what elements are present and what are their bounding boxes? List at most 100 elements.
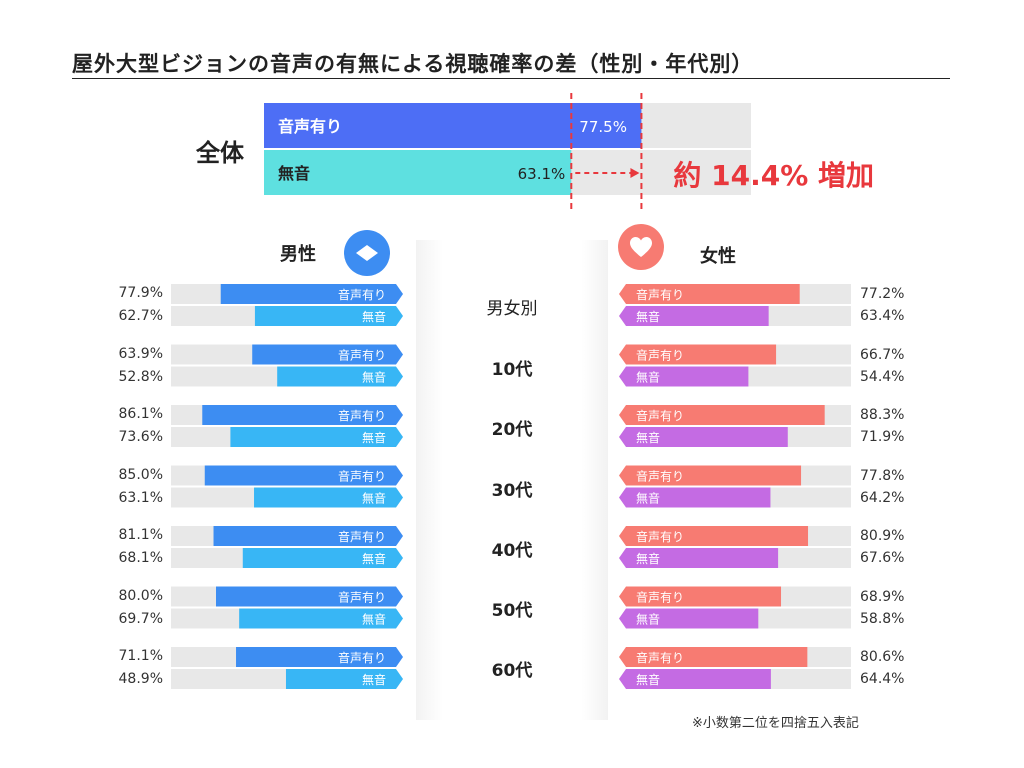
male-value-silent-6: 48.9%: [118, 671, 163, 687]
male-bar-name-sound-1: 音声有り: [338, 348, 386, 363]
female-arrow-silent-1: [619, 366, 626, 387]
female-bar-silent-6: [626, 669, 771, 689]
age-label-50s: 50代: [491, 601, 533, 621]
diamond-icon: [356, 245, 378, 261]
female-value-silent-0: 63.4%: [860, 308, 905, 324]
female-bar-silent-2: [626, 427, 788, 447]
male-value-sound-4: 81.1%: [118, 527, 163, 543]
male-bar-silent-0: [254, 306, 396, 326]
female-value-silent-3: 64.2%: [860, 489, 905, 506]
female-icon: [618, 224, 664, 270]
female-bar-name-sound-0: 音声有り: [636, 287, 684, 302]
female-bar-name-sound-4: 音声有り: [636, 529, 684, 544]
female-bar-name-silent-5: 無音: [636, 612, 660, 627]
female-bar-name-silent-0: 無音: [636, 309, 660, 324]
male-arrow-silent-4: [396, 548, 403, 568]
chart-title: 屋外大型ビジョンの音声の有無による視聴確率の差（性別・年代別）: [72, 52, 754, 76]
overall-value-silent: 63.1%: [518, 165, 566, 183]
male-bar-silent-4: [242, 548, 396, 568]
female-bar-name-sound-3: 音声有り: [636, 469, 684, 484]
overall-value-with-sound: 77.5%: [579, 118, 627, 136]
female-bar-sound-6: [626, 647, 808, 667]
male-arrow-sound-5: [396, 586, 403, 607]
overall-label: 全体: [196, 139, 244, 167]
female-bar-sound-5: [626, 586, 782, 607]
female-value-sound-6: 80.6%: [860, 649, 905, 665]
female-value-sound-3: 77.8%: [860, 467, 905, 484]
male-value-sound-1: 63.9%: [118, 345, 163, 362]
male-bar-name-silent-2: 無音: [362, 430, 386, 445]
female-arrow-sound-6: [619, 647, 626, 667]
female-value-silent-6: 64.4%: [860, 671, 905, 687]
male-value-sound-6: 71.1%: [118, 648, 163, 664]
male-value-sound-2: 86.1%: [118, 406, 163, 422]
heart-icon: [630, 237, 652, 257]
male-arrow-sound-1: [396, 344, 403, 365]
male-bar-name-silent-1: 無音: [362, 370, 386, 385]
male-value-silent-4: 68.1%: [118, 550, 163, 566]
male-value-silent-5: 69.7%: [118, 610, 163, 627]
female-bar-sound-1: [626, 344, 777, 365]
male-bar-silent-5: [239, 608, 396, 629]
male-value-silent-1: 52.8%: [118, 368, 163, 385]
female-arrow-sound-1: [619, 344, 626, 365]
female-arrow-silent-2: [619, 427, 626, 447]
male-bar-silent-2: [230, 427, 396, 447]
difference-label: 約 14.4% 増加: [673, 159, 874, 192]
male-bar-name-sound-6: 音声有り: [338, 650, 386, 665]
age-label-40s: 40代: [491, 541, 533, 561]
female-bar-sound-4: [626, 526, 809, 546]
male-bar-name-sound-2: 音声有り: [338, 408, 386, 423]
title-underline: [72, 78, 950, 79]
female-bar-sound-3: [626, 465, 802, 486]
male-bar-sound-0: [220, 284, 396, 304]
female-value-sound-2: 88.3%: [860, 407, 905, 423]
female-value-silent-2: 71.9%: [860, 429, 905, 445]
female-arrow-silent-0: [619, 306, 626, 326]
overall-bar-name-0: 音声有り: [278, 117, 342, 136]
male-value-silent-3: 63.1%: [118, 489, 163, 506]
age-label-20s: 20代: [491, 420, 533, 440]
male-bar-sound-6: [236, 647, 396, 667]
male-bar-sound-4: [213, 526, 396, 546]
male-value-sound-0: 77.9%: [118, 285, 163, 301]
female-value-silent-4: 67.6%: [860, 550, 905, 566]
male-arrow-silent-1: [396, 366, 403, 387]
male-bar-silent-6: [285, 669, 396, 689]
female-bar-silent-3: [626, 487, 771, 508]
male-bar-sound-3: [204, 465, 396, 486]
overall-bar-0: [264, 103, 642, 148]
male-bar-name-silent-0: 無音: [362, 309, 386, 324]
rounding-note: ※小数第二位を四捨五入表記: [692, 716, 859, 731]
female-bar-sound-2: [626, 405, 825, 425]
female-bar-name-silent-6: 無音: [636, 672, 660, 687]
male-value-silent-0: 62.7%: [118, 308, 163, 324]
male-bar-name-silent-5: 無音: [362, 612, 386, 627]
center-label: 男女別: [486, 299, 538, 319]
female-arrow-silent-4: [619, 548, 626, 568]
male-icon: [344, 230, 390, 276]
age-label-10s: 10代: [491, 360, 533, 380]
male-arrow-silent-5: [396, 608, 403, 629]
male-arrow-sound-0: [396, 284, 403, 304]
female-bar-name-silent-1: 無音: [636, 370, 660, 385]
female-bar-silent-5: [626, 608, 759, 629]
male-bar-sound-1: [252, 344, 396, 365]
difference-arrow-head: [630, 168, 640, 178]
male-arrow-sound-4: [396, 526, 403, 546]
female-arrow-sound-4: [619, 526, 626, 546]
center-column: [416, 240, 608, 720]
female-bar-name-sound-5: 音声有り: [636, 590, 684, 605]
female-bar-name-sound-2: 音声有り: [636, 408, 684, 423]
male-arrow-silent-6: [396, 669, 403, 689]
male-arrow-sound-6: [396, 647, 403, 667]
female-value-sound-0: 77.2%: [860, 286, 905, 302]
female-arrow-silent-5: [619, 608, 626, 629]
female-bar-name-silent-2: 無音: [636, 430, 660, 445]
female-value-sound-5: 68.9%: [860, 588, 905, 605]
female-value-sound-1: 66.7%: [860, 346, 905, 363]
male-bar-name-silent-6: 無音: [362, 672, 386, 687]
male-bar-silent-1: [277, 366, 396, 387]
female-arrow-sound-2: [619, 405, 626, 425]
